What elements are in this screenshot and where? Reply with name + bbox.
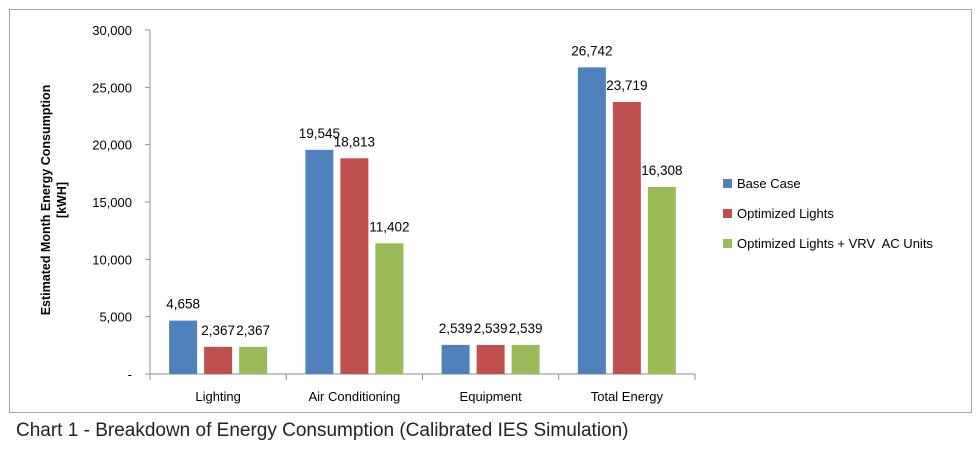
bar [305,149,334,374]
bar [577,67,606,374]
figure-caption: Chart 1 - Breakdown of Energy Consumptio… [16,420,629,441]
y-axis-title: [kWH] [55,182,69,218]
legend-swatch [723,179,732,188]
legend-label: Base Case [737,176,801,191]
bar [441,344,470,374]
y-tick-label: 20,000 [92,138,132,153]
legend-label: Optimized Lights + VRV AC Units [737,236,933,251]
bar [204,346,233,374]
data-label: 2,367 [201,323,235,338]
data-label: 23,719 [606,78,647,93]
y-tick-label: 15,000 [92,195,132,210]
y-tick-label: 30,000 [92,23,132,38]
bar [511,344,540,374]
data-label: 18,813 [334,134,375,149]
data-label: 19,545 [299,126,340,141]
x-tick-label: Lighting [195,389,241,404]
data-label: 2,539 [439,321,473,336]
data-label: 2,539 [509,321,543,336]
x-tick-label: Air Conditioning [308,389,400,404]
bar [612,102,641,375]
bar [375,243,404,374]
data-label: 4,658 [166,297,200,312]
y-tick-label: 5,000 [99,310,132,325]
legend-swatch [723,239,732,248]
data-label: 26,742 [571,43,612,58]
legend-label: Optimized Lights [737,206,834,221]
x-tick-label: Equipment [460,389,523,404]
data-label: 11,402 [369,219,409,234]
bar [476,344,505,374]
bar [169,320,198,374]
y-tick-label: 25,000 [92,80,132,95]
y-tick-label: - [128,367,132,382]
bar [647,187,676,374]
legend-swatch [723,209,732,218]
data-label: 16,308 [641,163,682,178]
bar [239,346,268,374]
x-tick-label: Total Energy [591,389,664,404]
data-label: 2,539 [474,321,508,336]
y-axis-title: Estimated Month Energy Consumption [39,85,53,316]
bar [340,158,369,374]
data-label: 2,367 [236,323,270,338]
y-tick-label: 10,000 [92,252,132,267]
